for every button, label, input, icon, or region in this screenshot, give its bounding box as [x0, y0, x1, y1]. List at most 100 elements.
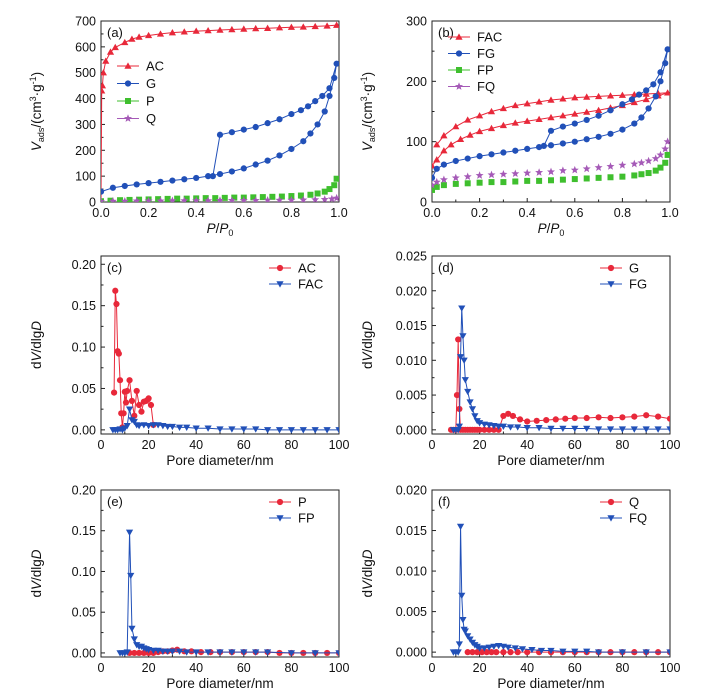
- data-point-FP: [204, 649, 212, 656]
- x-tick-label: 0.6: [235, 206, 252, 220]
- legend-marker-P: [276, 498, 284, 506]
- x-tick-label: 0: [429, 438, 436, 452]
- data-point-FAC: [228, 426, 236, 433]
- data-point-FAC: [264, 427, 272, 434]
- data-point-FQ: [456, 523, 465, 531]
- data-point-G: [595, 414, 602, 421]
- y-tick-label: 200: [406, 75, 427, 89]
- x-tick-label: 1.0: [661, 206, 678, 220]
- data-point-FAC: [642, 95, 650, 103]
- data-point-G: [288, 145, 295, 153]
- legend-label: FAC: [477, 30, 502, 45]
- data-point-P: [259, 194, 266, 201]
- data-point-FQ: [537, 647, 546, 655]
- panel-label: (a): [107, 25, 123, 40]
- data-point-G: [655, 413, 662, 420]
- legend: AC GPQ: [117, 59, 164, 126]
- data-point-FG: [583, 116, 590, 124]
- x-axis-label: P/P0: [207, 221, 234, 238]
- data-point-FQ: [487, 170, 496, 179]
- data-point-AC: [128, 397, 136, 404]
- data-point-FAC: [664, 89, 670, 96]
- data-point-G: [453, 391, 461, 399]
- data-point-FP: [128, 625, 136, 633]
- data-point-G: [505, 410, 512, 417]
- data-point-G: [643, 412, 650, 419]
- x-axis-label: Pore diameter/nm: [166, 453, 273, 468]
- data-point-FAC: [123, 423, 131, 430]
- data-point-FQ: [559, 648, 567, 655]
- x-tick-label: 0: [98, 661, 105, 675]
- data-point-G: [264, 120, 271, 127]
- y-tick-label: 0.15: [72, 299, 96, 313]
- data-point-FP: [548, 177, 554, 184]
- data-point-FP: [433, 183, 440, 190]
- data-point-FG: [499, 423, 507, 430]
- data-point-FQ: [618, 161, 627, 169]
- data-point-Q: [251, 196, 260, 202]
- legend-label: P: [298, 495, 307, 510]
- data-point-Q: [180, 196, 189, 202]
- legend-label: FG: [629, 277, 647, 292]
- data-point-G: [276, 116, 283, 123]
- data-point-FG: [456, 354, 465, 361]
- plot-area: [101, 21, 339, 202]
- legend-label: G: [146, 76, 156, 91]
- legend: PFP: [269, 495, 315, 526]
- data-point-FQ: [480, 645, 488, 652]
- data-point-Q: [469, 649, 476, 656]
- chart-panel-b: 0.0 0.2 0.4 0.6 0.8 1.0 0 100 200 300 P/P0 Vads/(cm…: [359, 15, 679, 239]
- data-point-FG: [460, 357, 468, 364]
- data-point-G: [264, 157, 271, 164]
- panel-label: (d): [438, 260, 454, 275]
- data-point-FG: [657, 78, 664, 85]
- x-tick-label: 80: [615, 661, 629, 675]
- data-point-G: [455, 336, 462, 343]
- data-point-FAC: [559, 112, 567, 119]
- data-point-FG: [635, 91, 643, 98]
- data-point-FAC: [487, 107, 496, 115]
- data-point-Q: [483, 649, 490, 656]
- x-tick-label: 0.4: [519, 206, 536, 220]
- data-point-Q: [101, 197, 105, 202]
- legend-marker-FAC: [276, 281, 284, 288]
- data-point-FP: [662, 159, 669, 166]
- x-tick-label: 0.0: [92, 206, 109, 220]
- data-point-P: [126, 196, 133, 202]
- data-point-FG: [514, 424, 522, 431]
- data-point-FQ: [595, 649, 603, 656]
- series-FQ: [449, 523, 670, 656]
- data-point-FG: [571, 425, 579, 433]
- data-point-FP: [432, 186, 435, 193]
- data-point-AC: [113, 300, 120, 308]
- data-point-AC: [120, 410, 127, 417]
- y-tick-label: 300: [406, 15, 427, 29]
- legend-marker-FAC: [455, 33, 463, 40]
- legend-entry-AC: AC: [117, 59, 164, 74]
- data-point-FQ: [547, 167, 555, 176]
- data-point-FP: [595, 174, 602, 181]
- data-point-FP: [287, 650, 295, 657]
- legend-marker-FQ: [607, 515, 615, 522]
- data-point-P: [174, 195, 181, 202]
- data-point-G: [109, 184, 116, 191]
- data-point-FG: [540, 142, 547, 149]
- data-point-AC: [204, 26, 212, 34]
- data-point-FAC: [447, 141, 455, 148]
- legend-marker-FP: [276, 515, 284, 522]
- data-point-FAC: [535, 98, 543, 105]
- data-point-FP: [175, 648, 184, 655]
- data-point-Q: [299, 195, 308, 202]
- data-point-FAC: [323, 427, 331, 434]
- data-point-G: [157, 178, 164, 185]
- data-point-FQ: [630, 159, 639, 168]
- data-point-FQ: [618, 649, 626, 656]
- data-point-FG: [512, 147, 519, 154]
- data-point-AC: [115, 350, 122, 357]
- data-point-FAC: [135, 423, 143, 430]
- data-point-FP: [127, 572, 135, 580]
- data-point-FQ: [570, 165, 579, 174]
- data-point-FAC: [630, 91, 638, 98]
- series-FQ: [432, 137, 670, 189]
- data-point-FG: [607, 107, 614, 114]
